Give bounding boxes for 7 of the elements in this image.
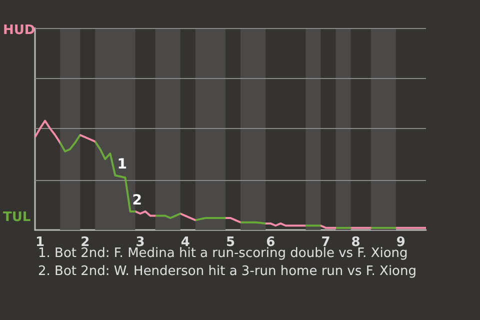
x-tick-label: 9 bbox=[396, 235, 406, 250]
text: TUL bbox=[3, 210, 31, 225]
annotation: 2 bbox=[132, 192, 142, 208]
x-tick-label: 5 bbox=[226, 235, 236, 250]
text: 2. Bot 2nd: W. Henderson hit a 3-run home run vs F. Xiong bbox=[38, 264, 416, 279]
text: HUD bbox=[3, 23, 36, 38]
annotation: 1 bbox=[117, 156, 127, 172]
